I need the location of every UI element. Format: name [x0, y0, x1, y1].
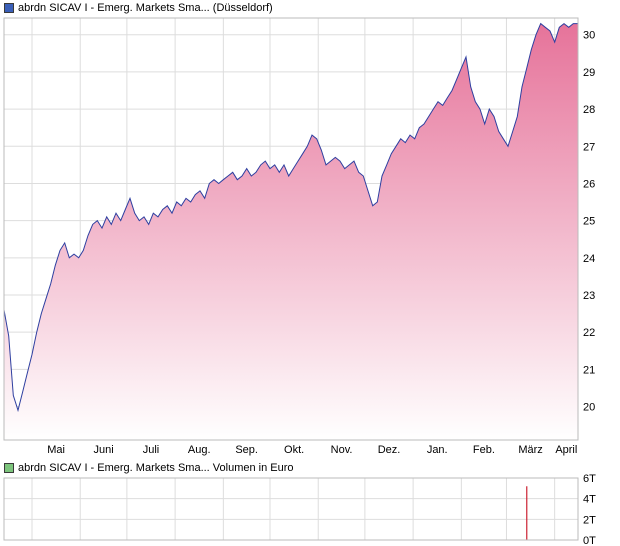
volume-y-tick-label: 4T	[583, 494, 596, 506]
price-x-tick-label: März	[518, 444, 542, 456]
volume-y-tick-label: 6T	[583, 473, 596, 485]
price-x-tick-label: Mai	[47, 444, 65, 456]
price-y-tick-label: 29	[583, 67, 595, 79]
price-y-tick-label: 27	[583, 141, 595, 153]
volume-frame	[3, 477, 579, 541]
price-y-tick-label: 20	[583, 402, 595, 414]
price-x-tick-label: Feb.	[473, 444, 495, 456]
price-y-tick-label: 30	[583, 30, 595, 42]
volume-bar	[526, 486, 528, 540]
volume-y-tick-label: 0T	[583, 535, 596, 546]
price-x-tick-label: Jan.	[427, 444, 448, 456]
price-y-tick-label: 22	[583, 327, 595, 339]
price-x-tick-label: Aug.	[188, 444, 211, 456]
price-x-tick-label: Juli	[143, 444, 160, 456]
price-x-tick-label: Juni	[93, 444, 113, 456]
volume-y-axis: 0T 2T 4T 6T	[583, 473, 596, 546]
volume-grid	[4, 477, 578, 541]
price-area	[4, 23, 578, 440]
volume-legend-label: abrdn SICAV I - Emerg. Markets Sma... Vo…	[18, 462, 294, 474]
volume-bars	[526, 486, 528, 540]
price-y-tick-label: 24	[583, 253, 595, 265]
price-chart: 20 21 22 23 24 25 26 27 28 29 30 Mai Juni Juli Aug. Se…	[3, 17, 595, 456]
volume-legend-swatch	[4, 463, 14, 473]
price-y-axis: 20 21 22 23 24 25 26 27 28 29 30	[583, 30, 595, 414]
price-y-tick-label: 25	[583, 216, 595, 228]
price-x-axis: Mai Juni Juli Aug. Sep. Okt. Nov. Dez. Jan. Feb. M…	[47, 444, 577, 456]
price-y-tick-label: 28	[583, 104, 595, 116]
price-line	[3, 22, 578, 413]
price-x-tick-label: Sep.	[235, 444, 258, 456]
volume-chart: 0T 2T 4T 6T	[3, 473, 596, 546]
price-y-tick-label: 23	[583, 290, 595, 302]
volume-legend: abrdn SICAV I - Emerg. Markets Sma... Vo…	[4, 461, 294, 475]
price-x-tick-label: Dez.	[378, 444, 401, 456]
price-x-tick-label: April	[555, 444, 577, 456]
price-y-tick-label: 26	[583, 178, 595, 190]
price-legend-label: abrdn SICAV I - Emerg. Markets Sma... (D…	[18, 2, 273, 14]
price-x-tick-label: Okt.	[284, 444, 304, 456]
price-frame	[3, 17, 579, 441]
price-legend-swatch	[4, 3, 14, 13]
price-x-tick-label: Nov.	[331, 444, 353, 456]
price-legend: abrdn SICAV I - Emerg. Markets Sma... (D…	[4, 1, 273, 15]
price-y-tick-label: 21	[583, 364, 595, 376]
volume-y-tick-label: 2T	[583, 514, 596, 526]
